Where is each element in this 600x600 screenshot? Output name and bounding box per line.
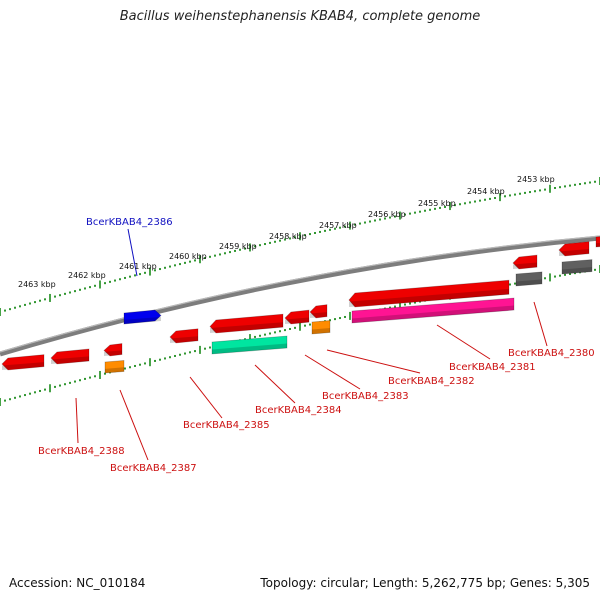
- leader-2388: [75, 397, 79, 444]
- gene-cds-feature-shade: [596, 242, 600, 247]
- gene-cds-feature-shade: [285, 317, 309, 324]
- gene-cds-feature: [169, 328, 199, 344]
- gene-label-2386[interactable]: BcerKBAB4_2386: [86, 217, 173, 228]
- gene-cds-feature-shade: [559, 249, 589, 256]
- gene-2383-feature: [311, 320, 331, 335]
- gene-cds-feature-shade: [104, 350, 122, 356]
- gene-2388-feature: [1, 354, 45, 371]
- gene-label-2382[interactable]: BcerKBAB4_2382: [388, 376, 475, 387]
- gene-cds-feature: [50, 348, 90, 365]
- scale-labels: 2463 kbp 2462 kbp 2461 kbp 2460 kbp 2459…: [18, 175, 555, 289]
- scale-label: 2463 kbp: [18, 280, 56, 289]
- scale-label: 2453 kbp: [517, 175, 555, 184]
- map-title: Bacillus weihenstephanensis KBAB4, compl…: [119, 9, 481, 24]
- feature-track: [1, 236, 600, 374]
- topology-text: Topology: circular; Length: 5,262,775 bp…: [260, 576, 590, 590]
- gene-2388-feature-shade: [2, 362, 44, 370]
- scale-label: 2461 kbp: [119, 262, 157, 271]
- gene-2382-feature-shade: [349, 288, 509, 307]
- leader-2381: [436, 324, 491, 360]
- gene-cds-feature: [561, 259, 593, 275]
- scale-label: 2454 kbp: [467, 187, 505, 196]
- scale-label: 2457 kbp: [319, 221, 357, 230]
- gene-cds-feature-shade: [51, 356, 89, 364]
- gene-label-2381[interactable]: BcerKBAB4_2381: [449, 362, 536, 373]
- gene-2385-feature-shade: [212, 343, 287, 354]
- gene-2384-feature-shade: [210, 322, 283, 333]
- gene-2380-feature: [515, 271, 543, 287]
- gene-label-2380[interactable]: BcerKBAB4_2380: [508, 348, 595, 359]
- gene-label-2388[interactable]: BcerKBAB4_2388: [38, 446, 125, 457]
- gene-2381-feature: [351, 297, 515, 324]
- gene-cds-feature: [284, 309, 310, 325]
- gene-cds-feature-shade: [310, 312, 327, 318]
- genome-backbone: [0, 235, 600, 357]
- gene-label-2383[interactable]: BcerKBAB4_2383: [322, 391, 409, 402]
- leader-2383: [304, 354, 361, 390]
- gene-2386-feature: [123, 309, 162, 325]
- gene-cds-feature: [558, 241, 590, 257]
- gene-2380-feature-shade: [516, 279, 542, 286]
- gene-2385-feature: [211, 335, 288, 355]
- gene-cds-feature: [103, 343, 123, 357]
- leader-2387: [119, 389, 149, 461]
- gene-2387-feature: [104, 360, 125, 374]
- gene-label-2384[interactable]: BcerKBAB4_2384: [255, 405, 342, 416]
- leader-2385: [189, 376, 223, 419]
- gene-2384-feature: [209, 313, 284, 334]
- scale-label: 2455 kbp: [418, 199, 456, 208]
- gene-cds-feature-shade: [513, 262, 537, 269]
- gene-labels: BcerKBAB4_2386 BcerKBAB4_2388 BcerKBAB4_…: [38, 217, 595, 474]
- scale-label: 2462 kbp: [68, 271, 106, 280]
- leader-2386: [127, 228, 138, 277]
- gene-label-2385[interactable]: BcerKBAB4_2385: [183, 420, 270, 431]
- backbone-highlight: [0, 235, 600, 353]
- leader-2384: [254, 364, 296, 404]
- gene-2387-feature-shade: [105, 367, 124, 373]
- gene-cds-feature-shade: [170, 336, 198, 343]
- gene-2382-feature: [348, 279, 510, 308]
- leader-2380: [533, 301, 548, 347]
- gene-2386-feature-shade: [124, 316, 161, 324]
- gene-2381-feature-shade: [352, 305, 514, 323]
- label-leaders: [75, 228, 548, 461]
- gene-2383-feature-shade: [312, 328, 330, 334]
- scale-label: 2460 kbp: [169, 252, 207, 261]
- backbone-line: [0, 235, 600, 357]
- outer-tick-ring: [0, 177, 600, 316]
- accession-text: Accession: NC_010184: [9, 576, 146, 590]
- gene-cds-feature-shade: [562, 267, 592, 274]
- scale-label: 2459 kbp: [219, 242, 257, 251]
- gene-cds-feature: [309, 304, 328, 319]
- scale-label: 2456 kbp: [368, 210, 406, 219]
- gene-label-2387[interactable]: BcerKBAB4_2387: [110, 463, 197, 474]
- gene-cds-feature: [595, 236, 600, 248]
- gene-cds-feature: [512, 254, 538, 270]
- scale-label: 2458 kbp: [269, 232, 307, 241]
- leader-2382: [326, 349, 421, 374]
